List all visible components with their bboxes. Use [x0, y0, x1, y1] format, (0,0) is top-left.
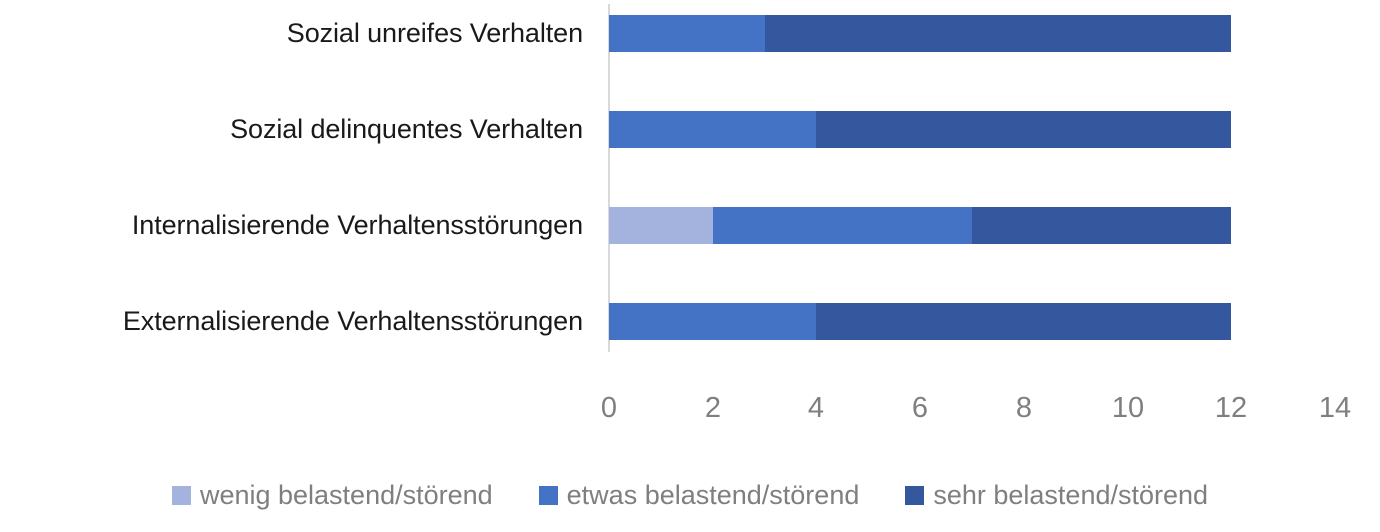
x-axis-tick-labels: 0 2 4 6 8 10 12 14 — [0, 389, 1380, 429]
legend-label: sehr belastend/störend — [933, 480, 1209, 510]
bar-segment-sehr[interactable] — [971, 207, 1232, 244]
x-tick-label: 6 — [911, 392, 929, 424]
category-label: Sozial delinquentes Verhalten — [230, 114, 583, 144]
bar-segment-sehr[interactable] — [816, 303, 1232, 340]
square-swatch-icon — [905, 485, 925, 505]
legend-item-etwas[interactable]: etwas belastend/störend — [538, 479, 860, 511]
legend-item-sehr[interactable]: sehr belastend/störend — [905, 479, 1208, 511]
category-label: Externalisierende Verhaltensstörungen — [122, 306, 583, 336]
bar-segment-etwas[interactable] — [609, 303, 817, 340]
legend-label: etwas belastend/störend — [566, 480, 860, 510]
stacked-bar — [609, 15, 1232, 52]
stacked-bar — [609, 303, 1232, 340]
category-label: Sozial unreifes Verhalten — [286, 18, 583, 48]
chart-row: Externalisierende Verhaltensstörungen — [0, 303, 1380, 399]
category-label: Internalisierende Verhaltensstörungen — [131, 210, 583, 240]
plot-area: Sozial unreifes Verhalten Sozial delinqu… — [0, 4, 1380, 352]
bar-segment-wenig[interactable] — [609, 207, 713, 244]
chart-row: Sozial delinquentes Verhalten — [0, 111, 1380, 207]
bar-segment-etwas[interactable] — [609, 15, 765, 52]
x-tick-label: 2 — [704, 392, 722, 424]
bar-segment-etwas[interactable] — [712, 207, 972, 244]
legend-item-wenig[interactable]: wenig belastend/störend — [171, 479, 493, 511]
x-tick-label: 14 — [1318, 392, 1352, 424]
chart-row: Sozial unreifes Verhalten — [0, 15, 1380, 111]
bar-segment-sehr[interactable] — [764, 15, 1232, 52]
x-tick-label: 10 — [1111, 392, 1145, 424]
x-tick-label: 8 — [1015, 392, 1033, 424]
value-axis-line — [608, 4, 610, 352]
stacked-bar — [609, 207, 1232, 244]
x-tick-label: 12 — [1214, 392, 1248, 424]
bar-segment-sehr[interactable] — [816, 111, 1232, 148]
chart-row: Internalisierende Verhaltensstörungen — [0, 207, 1380, 303]
x-tick-label: 4 — [807, 392, 825, 424]
stacked-bar — [609, 111, 1232, 148]
bar-segment-etwas[interactable] — [609, 111, 817, 148]
x-tick-label: 0 — [600, 392, 618, 424]
legend-label: wenig belastend/störend — [199, 480, 493, 510]
square-swatch-icon — [171, 485, 191, 505]
square-swatch-icon — [538, 485, 558, 505]
chart-legend: wenig belastend/störend etwas belastend/… — [0, 470, 1380, 520]
